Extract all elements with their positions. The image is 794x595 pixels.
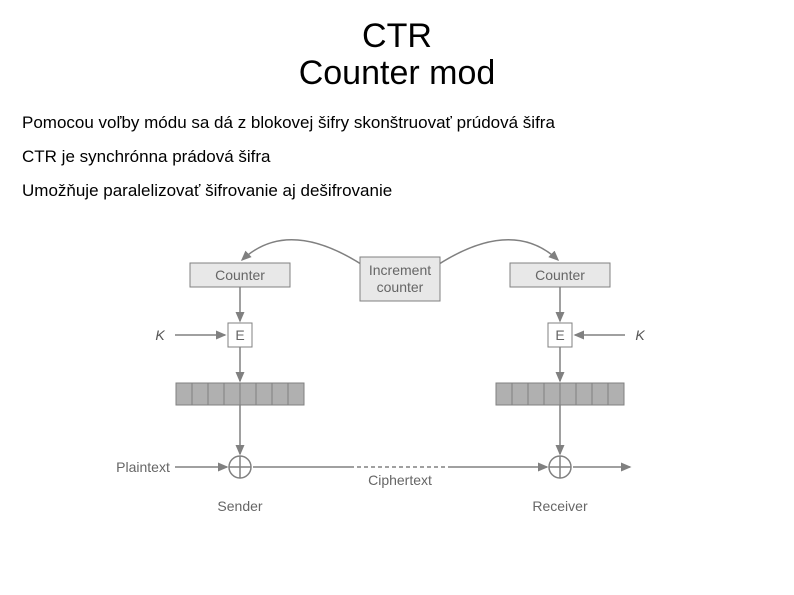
bullet-2: CTR je synchrónna prádová šifra <box>22 147 772 167</box>
xor-right <box>549 456 571 478</box>
receiver-label: Receiver <box>532 498 588 514</box>
counter-label-left: Counter <box>215 267 265 283</box>
counter-label-right: Counter <box>535 267 585 283</box>
sender-label: Sender <box>217 498 262 514</box>
ciphertext-label: Ciphertext <box>368 472 432 488</box>
e-label-right: E <box>555 327 564 343</box>
title-line-1: CTR <box>0 18 794 55</box>
k-label-left: K <box>155 327 165 343</box>
bullet-1: Pomocou voľby módu sa dá z blokovej šifr… <box>22 113 772 133</box>
k-label-right: K <box>635 327 645 343</box>
e-label-left: E <box>235 327 244 343</box>
increment-label-2: counter <box>377 279 424 295</box>
plaintext-label: Plaintext <box>116 459 170 475</box>
page-title: CTR Counter mod <box>0 0 794 93</box>
increment-label-1: Increment <box>369 262 431 278</box>
xor-left <box>229 456 251 478</box>
title-line-2: Counter mod <box>0 55 794 92</box>
ctr-diagram: Counter Counter Increment counter E E K … <box>0 215 794 555</box>
keystream-cells-right <box>496 383 624 405</box>
bullet-list: Pomocou voľby módu sa dá z blokovej šifr… <box>0 93 794 201</box>
keystream-cells-left <box>176 383 304 405</box>
bullet-3: Umožňuje paralelizovať šifrovanie aj deš… <box>22 181 772 201</box>
